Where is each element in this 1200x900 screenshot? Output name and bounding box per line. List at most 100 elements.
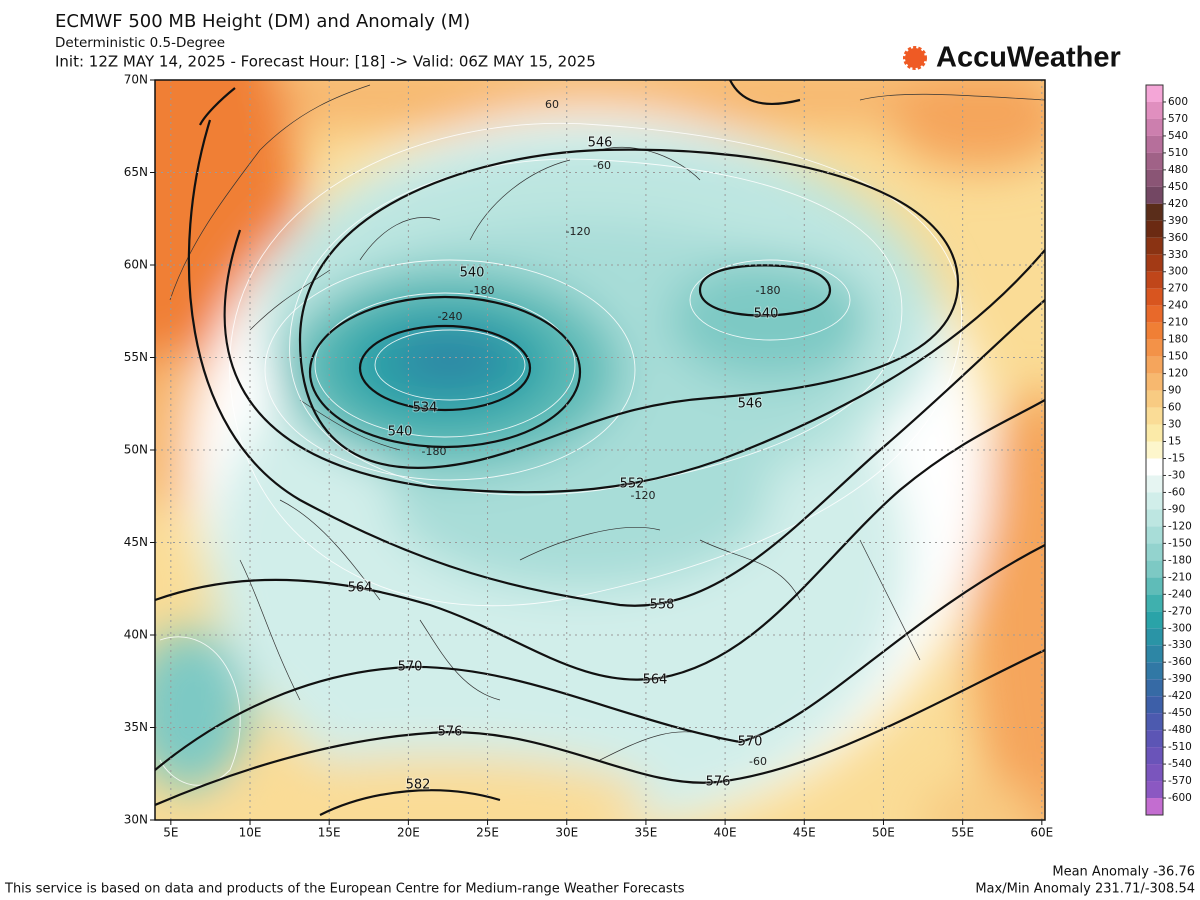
colorbar-box (1146, 730, 1163, 748)
colorbar-label: 330 (1168, 249, 1188, 261)
height-contours (155, 80, 1045, 816)
colorbar-box (1146, 271, 1163, 289)
colorbar-label: 360 (1168, 232, 1188, 244)
lat-tick-label: 40N (124, 628, 148, 642)
colorbar-box (1146, 390, 1163, 408)
colorbar-box (1146, 611, 1163, 629)
colorbar-box (1146, 696, 1163, 714)
anomaly-label: -120 (566, 225, 591, 238)
colorbar-box (1146, 322, 1163, 340)
height-label: 540 (460, 266, 485, 281)
colorbar-label: -570 (1168, 775, 1192, 787)
colorbar-box (1146, 577, 1163, 595)
contour-labels: 5465405345405405465525645585705645765705… (347, 98, 781, 794)
lon-tick-label: 35E (634, 826, 657, 840)
lat-tick-label: 70N (124, 73, 148, 87)
colorbar-box (1146, 186, 1163, 204)
colorbar-box (1146, 407, 1163, 425)
colorbar-label: -180 (1168, 554, 1192, 566)
colorbar-box (1146, 220, 1163, 238)
colorbar-label: 540 (1168, 130, 1188, 142)
height-label: 564 (348, 581, 373, 596)
colorbar-label: 510 (1168, 147, 1188, 159)
colorbar-box (1146, 509, 1163, 527)
lon-tick-label: 20E (397, 826, 420, 840)
colorbar-box (1146, 781, 1163, 799)
colorbar: 600 570 540 510 480 450 420 390 360 330 300 270 240 2… (1145, 84, 1192, 816)
colorbar-box (1146, 628, 1163, 646)
colorbar-label: 300 (1168, 266, 1188, 278)
lat-tick-label: 50N (124, 443, 148, 457)
colorbar-box (1146, 373, 1163, 391)
colorbar-label: 180 (1168, 334, 1188, 346)
colorbar-label: 270 (1168, 283, 1188, 295)
height-label: 570 (738, 735, 763, 750)
maxmin-anomaly: Max/Min Anomaly 231.71/-308.54 (975, 882, 1195, 897)
height-label: 552 (620, 477, 645, 492)
colorbar-box (1146, 662, 1163, 680)
lon-tick-label: 10E (239, 826, 262, 840)
colorbar-label: -240 (1168, 588, 1192, 600)
logo-sun-core (906, 49, 924, 67)
colorbar-label: -300 (1168, 622, 1192, 634)
anomaly-label: -180 (756, 284, 781, 297)
anomaly-label: -60 (593, 159, 611, 172)
colorbar-label: -30 (1168, 469, 1185, 481)
logo-text: AccuWeather (936, 42, 1121, 74)
colorbar-box (1146, 237, 1163, 255)
colorbar-label: 600 (1168, 96, 1188, 108)
colorbar-box (1146, 475, 1163, 493)
credit: This service is based on data and produc… (4, 882, 685, 897)
colorbar-box (1146, 713, 1163, 731)
colorbar-label: 420 (1168, 198, 1188, 210)
colorbar-box (1146, 458, 1163, 476)
height-label: 534 (413, 401, 438, 416)
colorbar-label: 90 (1168, 385, 1181, 397)
colorbar-box (1146, 441, 1163, 459)
colorbar-box (1146, 798, 1163, 815)
colorbar-label: 240 (1168, 300, 1188, 312)
lon-tick-label: 50E (872, 826, 895, 840)
colorbar-box (1146, 645, 1163, 663)
coastlines (169, 84, 1045, 761)
colorbar-box (1146, 492, 1163, 510)
height-label: 546 (738, 397, 763, 412)
anomaly-label: -180 (422, 445, 447, 458)
lat-tick-label: 45N (124, 535, 148, 549)
mean-anomaly: Mean Anomaly -36.76 (1052, 865, 1195, 880)
colorbar-label: -540 (1168, 758, 1192, 770)
colorbar-label: -480 (1168, 724, 1192, 736)
colorbar-box (1146, 203, 1163, 221)
axes: 70N 65N 60N 55N 50N 45N 40N 35N 30N 5E 10E 15E 20E 25… (124, 73, 1054, 840)
anomaly-label: 60 (545, 98, 559, 111)
height-label: 540 (388, 425, 413, 440)
colorbar-box (1146, 152, 1163, 170)
height-label: 564 (643, 673, 668, 688)
init-line: Init: 12Z MAY 14, 2025 - Forecast Hour: … (55, 53, 596, 71)
lon-tick-label: 40E (714, 826, 737, 840)
colorbar-box (1146, 560, 1163, 578)
colorbar-box (1146, 254, 1163, 272)
height-label: 576 (438, 725, 463, 740)
colorbar-box (1146, 135, 1163, 153)
colorbar-label: 60 (1168, 402, 1181, 414)
colorbar-label: -15 (1168, 452, 1185, 464)
lon-tick-label: 45E (793, 826, 816, 840)
colorbar-box (1146, 594, 1163, 612)
height-label: 570 (398, 660, 423, 675)
colorbar-label: 450 (1168, 181, 1188, 193)
lon-tick-label: 15E (318, 826, 341, 840)
lat-tick-label: 35N (124, 720, 148, 734)
colorbar-label: -330 (1168, 639, 1192, 651)
colorbar-label: -360 (1168, 656, 1192, 668)
colorbar-label: -270 (1168, 605, 1192, 617)
colorbar-label: -150 (1168, 537, 1192, 549)
height-label: 546 (588, 136, 613, 151)
colorbar-box (1146, 339, 1163, 357)
anomaly-label: -240 (438, 310, 463, 323)
anomaly-label: -120 (631, 489, 656, 502)
colorbar-label: -600 (1168, 792, 1192, 804)
colorbar-label: 480 (1168, 164, 1188, 176)
colorbar-label: 210 (1168, 317, 1188, 329)
logo: AccuWeather (903, 42, 1121, 74)
